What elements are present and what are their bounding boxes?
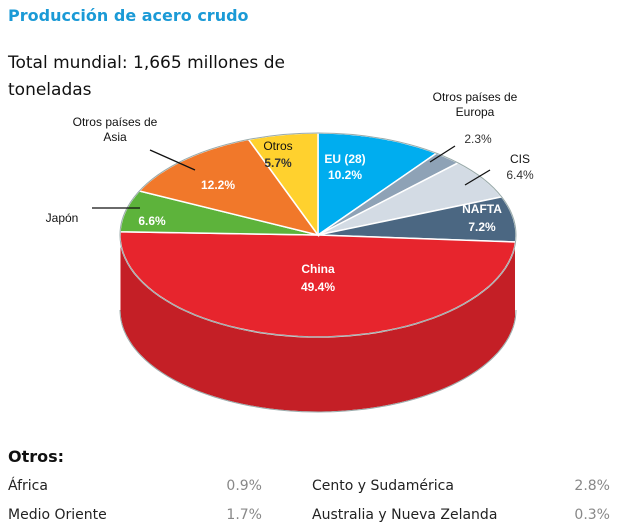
chart-subtitle: Total mundial: 1,665 millones de tonelad…: [8, 53, 285, 100]
breakdown-value: 1.7%: [226, 507, 262, 523]
slice-value: 2.3%: [464, 132, 492, 146]
breakdown-name: Cento y Sudamérica: [312, 478, 454, 494]
breakdown-name: Medio Oriente: [8, 507, 107, 523]
breakdown-name: África: [8, 478, 48, 494]
slice-label: CIS: [509, 152, 530, 166]
slice-label: Otros países de Europa: [432, 90, 518, 119]
pie-outline: [119, 132, 517, 338]
pie-rim: [119, 309, 517, 413]
slice-label: Japón: [45, 211, 79, 225]
breakdown-value: 2.8%: [574, 478, 610, 494]
breakdown-value: 0.9%: [226, 478, 262, 494]
slice-value: 12.2%: [200, 178, 236, 192]
slice-label: EU (28): [324, 152, 366, 166]
slice-value: 10.2%: [327, 168, 363, 182]
breakdown-name: Australia y Nueva Zelanda: [312, 507, 498, 523]
slice-label: Otros: [263, 139, 293, 153]
slice-value: 49.4%: [300, 280, 336, 294]
breakdown-title: Otros:: [8, 447, 65, 466]
slice-value: 7.2%: [468, 220, 496, 234]
breakdown-value: 0.3%: [574, 507, 610, 523]
leader-line: [429, 145, 456, 163]
leader-line: [464, 169, 491, 186]
slice-value: 5.7%: [264, 156, 292, 170]
slice-label: NAFTA: [462, 202, 502, 216]
slice-label: Otros países de Asia: [72, 115, 158, 144]
pie-chart: [92, 132, 517, 413]
slice-value: 6.6%: [138, 214, 166, 228]
chart-title: Producción de acero crudo: [8, 6, 249, 25]
leader-line: [149, 149, 196, 171]
slice-value: 6.4%: [506, 168, 534, 182]
slice-label: China: [301, 262, 335, 276]
